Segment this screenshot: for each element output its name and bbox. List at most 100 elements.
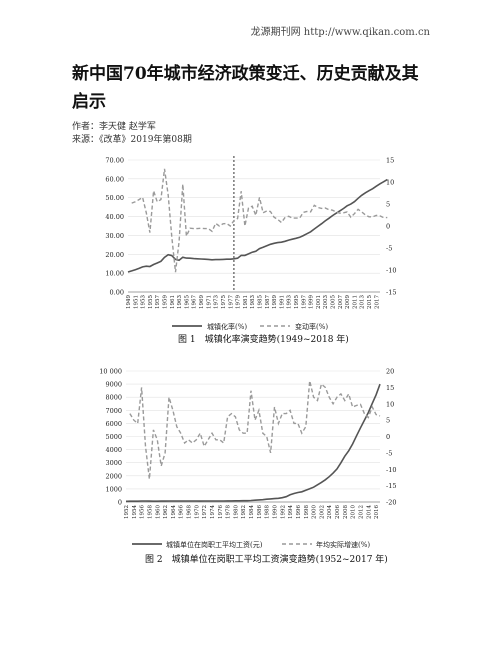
- x-axis-tick-label: 1985: [257, 295, 263, 309]
- source-line: 来源：《改革》2019年第08期: [72, 132, 192, 145]
- x-axis-tick-label: 1954: [132, 505, 138, 519]
- x-axis-tick-label: 1971: [206, 295, 212, 309]
- x-axis-tick-label: 1995: [294, 295, 300, 309]
- x-axis-tick-label: 1994: [288, 505, 294, 519]
- x-axis-tick-label: 1959: [163, 295, 169, 309]
- figure-2-legend: 城镇单位在岗职工平均工资(元) 年均实际增速(%): [132, 540, 370, 549]
- left-axis-tick-label: 9000: [105, 381, 122, 389]
- left-axis-tick-label: 2000: [105, 472, 122, 480]
- x-axis-tick-label: 1957: [155, 295, 161, 309]
- x-axis-tick-label: 1981: [243, 295, 249, 309]
- x-axis-tick-label: 2010: [351, 505, 357, 519]
- x-axis-tick-label: 1983: [250, 295, 256, 309]
- x-axis-tick-label: 2012: [358, 505, 364, 519]
- x-axis-tick-label: 1996: [296, 505, 302, 519]
- left-axis-tick-label: 4000: [105, 446, 122, 454]
- right-axis-tick-label: -10: [386, 267, 396, 275]
- x-axis-tick-label: 1979: [236, 295, 242, 309]
- x-axis-tick-label: 1972: [202, 505, 208, 519]
- right-axis-tick-label: -20: [386, 499, 396, 507]
- right-axis-tick-label: 10: [386, 179, 394, 187]
- right-axis-tick-label: 5: [386, 201, 390, 209]
- x-axis-tick-label: 2009: [345, 295, 351, 309]
- x-axis-tick-label: 1991: [279, 295, 285, 309]
- x-axis-tick-label: 1989: [272, 295, 278, 309]
- x-axis-tick-label: 1966: [179, 505, 185, 519]
- left-axis-tick-label: 50.00: [105, 194, 124, 202]
- left-axis-tick-label: 1000: [105, 485, 122, 493]
- x-axis-tick-label: 1975: [221, 295, 227, 309]
- x-axis-tick-label: 2013: [360, 295, 366, 309]
- x-axis-tick-label: 1961: [170, 295, 176, 309]
- figure-2-chart: 0 1000 2000 3000 4000 5000 6000 7000 8000 9000 10 …: [99, 368, 396, 550]
- source-journal: 《改革》2019年第08期: [99, 135, 192, 145]
- source-label: 来源：: [72, 135, 100, 145]
- x-axis-tick-label: 2015: [367, 295, 373, 309]
- x-axis-tick-label: 1952: [124, 505, 130, 519]
- left-axis-tick-label: 10.00: [105, 270, 124, 278]
- x-axis-tick-label: 1953: [141, 295, 147, 309]
- x-axis-tick-label: 2007: [338, 295, 344, 309]
- x-axis-tick-label: 1958: [147, 505, 153, 519]
- figure-1-legend: 城镇化率(%) 变动率(%): [172, 322, 328, 331]
- x-axis-tick-label: 1967: [192, 295, 198, 309]
- left-axis-tick-label: 70.00: [105, 157, 124, 165]
- right-axis-tick-label: -5: [386, 245, 392, 253]
- x-axis-tick-label: 2011: [352, 295, 358, 309]
- x-axis-tick-label: 2017: [374, 295, 380, 309]
- article-title: 新中国70年城市经济政策变迁、历史贡献及其启示: [72, 64, 419, 112]
- left-axis-tick-label: 10 000: [99, 368, 122, 376]
- series-line-solid: [127, 178, 388, 273]
- left-axis-tick-label: 30.00: [105, 232, 124, 240]
- x-axis-tick-label: 2002: [319, 505, 325, 519]
- header-site-link[interactable]: 龙源期刊网 http://www.qikan.com.cn: [250, 27, 430, 38]
- x-axis-tick-label: 2006: [335, 505, 341, 519]
- left-axis-tick-label: 20.00: [105, 251, 124, 259]
- author-label: 作者：: [72, 122, 100, 132]
- x-axis-tick-label: 1969: [199, 295, 205, 309]
- x-axis-tick-label: 1986: [257, 505, 263, 519]
- x-axis-tick-label: 1987: [265, 295, 271, 309]
- figure-1-caption: 图 1 城镇化率演变趋势(1949~2018 年): [178, 335, 349, 345]
- left-axis-tick-label: 3000: [105, 459, 122, 467]
- x-axis-tick-label: 1993: [287, 295, 293, 309]
- left-axis-tick-label: 40.00: [105, 213, 124, 221]
- x-axis-tick-label: 1982: [241, 505, 247, 519]
- right-axis-tick-label: 20: [386, 368, 394, 376]
- x-axis-tick-label: 1998: [304, 505, 310, 519]
- right-axis-tick-label: -15: [386, 482, 396, 490]
- x-axis-tick-label: 1968: [187, 505, 193, 519]
- x-axis-tick-label: 1955: [148, 295, 154, 309]
- x-axis-tick-label: 1976: [218, 505, 224, 519]
- series-line-solid: [125, 383, 381, 503]
- right-axis-tick-label: 0: [386, 433, 390, 441]
- x-axis-tick-label: 1997: [301, 295, 307, 309]
- x-axis-tick-label: 1963: [177, 295, 183, 309]
- x-axis-tick-label: 2000: [312, 505, 318, 519]
- x-axis-tick-label: 2014: [366, 505, 372, 519]
- right-axis-tick-label: 10: [386, 400, 394, 408]
- left-axis-tick-label: 6000: [105, 420, 122, 428]
- right-axis-tick-label: 15: [386, 384, 394, 392]
- legend-dashed-label: 变动率(%): [295, 322, 328, 331]
- x-axis-tick-label: 1951: [133, 295, 139, 309]
- legend-dashed-label: 年均实际增速(%): [316, 540, 370, 549]
- x-axis-tick-label: 1980: [233, 505, 239, 519]
- x-axis-tick-label: 1960: [155, 505, 161, 519]
- left-axis-tick-label: 60.00: [105, 175, 124, 183]
- right-axis-tick-label: -10: [386, 466, 396, 474]
- x-axis-tick-label: 2001: [316, 295, 322, 309]
- author-line: 作者：李天健 赵学军: [72, 119, 156, 132]
- right-axis-tick-label: -5: [386, 449, 392, 457]
- x-axis-tick-label: 1970: [194, 505, 200, 519]
- left-axis-tick-label: 8000: [105, 394, 122, 402]
- right-axis-tick-label: 0: [386, 223, 390, 231]
- left-axis-tick-label: 0: [118, 499, 122, 507]
- x-axis-tick-label: 1988: [265, 505, 271, 519]
- right-axis-tick-label: -15: [386, 289, 396, 297]
- x-axis-tick-label: 1949: [126, 295, 132, 309]
- x-axis-tick-label: 1992: [280, 505, 286, 519]
- author-names: 李天健 赵学军: [99, 122, 156, 132]
- left-axis-tick-label: 7000: [105, 407, 122, 415]
- x-axis-tick-label: 1965: [184, 295, 190, 309]
